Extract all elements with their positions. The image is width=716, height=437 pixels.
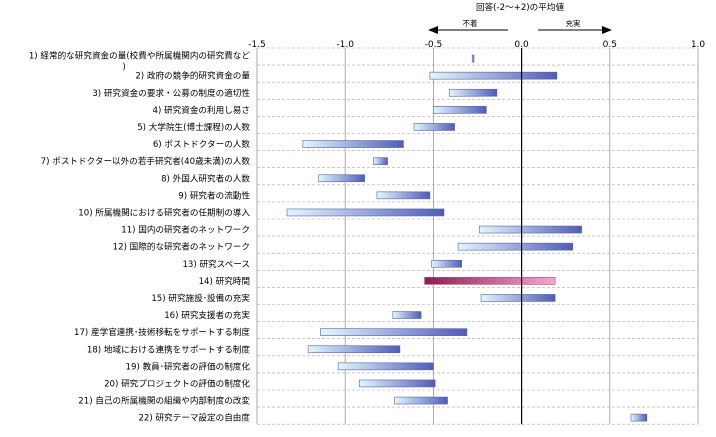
bar xyxy=(431,259,462,268)
bar xyxy=(429,71,558,80)
bars xyxy=(286,54,648,422)
x-tick-label: 1.0 xyxy=(691,40,706,50)
bar xyxy=(359,379,436,388)
category-label: 9) 研究者の流動性 xyxy=(178,189,250,201)
bar xyxy=(413,123,455,131)
category-label: 4) 研究資金の利用し易さ xyxy=(153,104,251,116)
bar xyxy=(433,106,487,114)
category-label: 16) 研究支援者の充実 xyxy=(164,309,250,321)
chart-title: 回答(-2～+2)の平均値 xyxy=(476,1,565,13)
bar xyxy=(373,157,388,165)
arrow-left-head xyxy=(428,26,438,34)
category-label: 6) ポストドクターの人数 xyxy=(153,138,251,150)
category-label: 3) 研究資金の要求・公募の制度の適切性 xyxy=(92,87,250,99)
bar xyxy=(394,396,448,405)
x-tick-label: -1.0 xyxy=(336,40,354,50)
category-label: 8) 外国人研究者の人数 xyxy=(161,172,250,184)
category-label: 13) 研究スペース xyxy=(182,258,250,270)
category-labels: 1) 経常的な研究資金の量(校費や所属機関内の研究費など) 2) 政府の競争的研究… xyxy=(29,50,251,424)
grid-lines xyxy=(256,47,699,425)
category-label: 10) 所属機関における研究者の任期制の導入 xyxy=(78,206,250,218)
category-label: 2) 政府の競争的研究資金の量 xyxy=(135,70,250,82)
category-label: 1) 経常的な研究資金の量(校費や所属機関内の研究費など xyxy=(29,50,251,62)
bar xyxy=(392,311,422,319)
x-axis-ticks: -1.5 -1.0 -0.5 0.0 0.5 1.0 xyxy=(248,40,705,50)
category-label: 21) 自己の所属機関の組織や内部制度の改変 xyxy=(78,395,250,407)
direction-right-label: 充実 xyxy=(566,18,581,28)
bar xyxy=(376,191,431,200)
bar xyxy=(480,294,556,302)
bar xyxy=(286,208,445,217)
direction-left-label: 不着 xyxy=(463,18,478,28)
x-tick-label: -1.5 xyxy=(248,40,266,50)
category-label: 7) ポストドクター以外の若手研究者(40歳未満)の人数 xyxy=(41,155,251,167)
bar xyxy=(307,345,401,354)
category-label: 17) 産学官連携･技術移転をサポートする制度 xyxy=(74,326,250,338)
x-tick-label: 0.0 xyxy=(514,40,529,50)
bar xyxy=(337,362,434,371)
arrow-right-head xyxy=(602,26,612,34)
bar xyxy=(478,225,582,234)
category-label: 12) 国際的な研究者のネットワーク xyxy=(113,241,250,253)
category-label: 19) 教員･研究者の評価の制度化 xyxy=(126,360,251,372)
bar-highlighted xyxy=(424,277,556,285)
category-label: 15) 研究施設･設備の充実 xyxy=(151,292,250,304)
x-tick-label: 0.5 xyxy=(603,40,617,50)
x-tick-label: -0.5 xyxy=(425,40,443,50)
category-label: 14) 研究時間 xyxy=(199,275,250,287)
category-label: 20) 研究プロジェクトの評価の制度化 xyxy=(104,377,250,389)
category-label-wrap: ) xyxy=(122,63,125,73)
category-label: 22) 研究テーマ設定の自由度 xyxy=(138,412,250,424)
bar xyxy=(457,242,574,251)
category-label: 18) 地域における連携をサポートする制度 xyxy=(87,343,251,355)
bar xyxy=(302,140,404,148)
category-label: 11) 国内の研究者のネットワーク xyxy=(121,224,250,236)
bar xyxy=(471,54,475,63)
category-label: 5) 大学院生(博士課程)の人数 xyxy=(137,121,250,133)
bar xyxy=(448,88,498,97)
bar xyxy=(630,413,648,422)
bar xyxy=(318,174,365,183)
bar xyxy=(320,328,468,336)
